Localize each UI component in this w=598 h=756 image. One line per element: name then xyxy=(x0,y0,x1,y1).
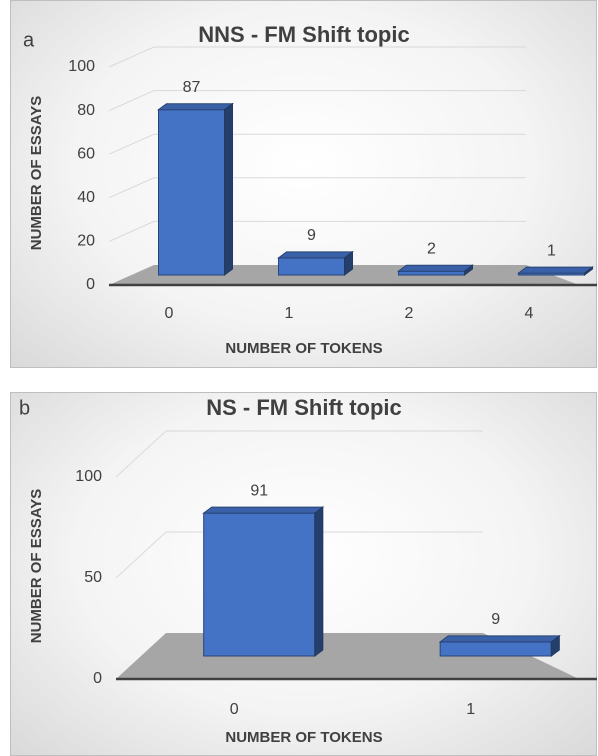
grid-line xyxy=(108,46,526,68)
bar-side xyxy=(314,506,324,657)
value-label: 9 xyxy=(491,611,500,628)
bar xyxy=(158,109,225,276)
grid-line xyxy=(108,90,526,112)
bar xyxy=(398,270,465,276)
x-tick-label: 0 xyxy=(165,305,174,322)
bar-top xyxy=(517,266,594,274)
y-axis-title: NUMBER OF ESSAYS xyxy=(28,96,45,250)
value-label: 87 xyxy=(183,79,201,96)
panel-label: a xyxy=(23,29,35,51)
value-label: 9 xyxy=(307,227,316,244)
bar-side xyxy=(584,266,593,276)
y-tick-label: 40 xyxy=(77,189,95,206)
grid-line xyxy=(108,177,526,199)
grid-line xyxy=(115,430,483,478)
chart-title: NS - FM Shift topic xyxy=(206,395,402,420)
y-tick-label: 50 xyxy=(84,569,102,586)
bar-side xyxy=(344,250,353,276)
bar-top xyxy=(277,251,354,259)
bar-top xyxy=(157,103,234,111)
y-axis-title: NUMBER OF ESSAYS xyxy=(28,489,45,643)
y-tick-label: 100 xyxy=(68,58,95,75)
value-label: 91 xyxy=(250,482,268,499)
y-tick-label: 20 xyxy=(77,233,95,250)
x-tick-label: 1 xyxy=(466,701,475,718)
panel-b: b NS - FM Shift topic NUMBER OF TOKENS NUMB… xyxy=(10,392,597,756)
bar-top xyxy=(202,506,325,514)
x-tick-label: 4 xyxy=(525,305,534,322)
x-axis-title: NUMBER OF TOKENS xyxy=(225,729,382,746)
chart: a NNS - FM Shift topic NUMBER OF TOKENS NUM… xyxy=(23,22,597,357)
panel-label: b xyxy=(19,397,30,419)
grid-line xyxy=(108,133,526,155)
y-tick-label: 100 xyxy=(75,468,102,485)
bar-top xyxy=(438,635,561,643)
value-label: 1 xyxy=(547,242,556,259)
bar-side xyxy=(464,264,473,276)
panel-a: a NNS - FM Shift topic NUMBER OF TOKENS NUM… xyxy=(10,0,597,368)
grid-line xyxy=(108,220,526,242)
x-tick-label: 1 xyxy=(285,305,294,322)
chart: b NS - FM Shift topic NUMBER OF TOKENS NUMB… xyxy=(19,395,597,746)
y-tick-label: 80 xyxy=(77,102,95,119)
y-tick-label: 0 xyxy=(93,670,102,687)
x-tick-label: 2 xyxy=(405,305,414,322)
chart-title: NNS - FM Shift topic xyxy=(198,22,409,47)
bar-top xyxy=(397,264,474,272)
bar-side xyxy=(224,102,233,276)
bar xyxy=(203,512,316,657)
x-axis-title: NUMBER OF TOKENS xyxy=(225,340,382,357)
value-label: 2 xyxy=(427,240,436,257)
y-tick-label: 0 xyxy=(86,276,95,293)
bar-side xyxy=(550,634,560,657)
grid-line xyxy=(115,531,483,579)
bar xyxy=(278,257,345,276)
y-tick-label: 60 xyxy=(77,145,95,162)
x-tick-label: 0 xyxy=(230,701,239,718)
bar xyxy=(439,641,552,657)
